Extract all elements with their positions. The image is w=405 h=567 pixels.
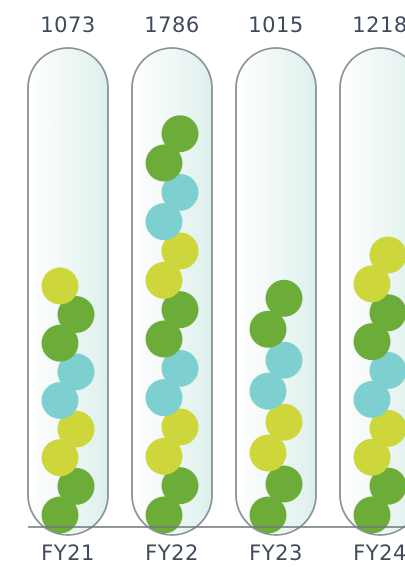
tube-edge <box>131 47 213 536</box>
bar-fy22-ball <box>145 261 183 299</box>
bar-fy21-ball <box>57 467 95 505</box>
tubes-layer <box>27 47 405 536</box>
x-tick-label-fy23: FY23 <box>249 541 303 565</box>
bar-fy23 <box>249 279 303 534</box>
bar-fy21-ball <box>41 267 79 305</box>
bar-fy21-ball <box>41 496 79 534</box>
bar-fy24-ball <box>369 236 405 274</box>
tube-fy24 <box>339 47 405 536</box>
bar-fy22-ball <box>145 496 183 534</box>
bar-fy22-ball <box>145 320 183 358</box>
bar-fy23-ball <box>265 341 303 379</box>
bar-fy22-ball <box>161 232 199 270</box>
bar-fy21-ball <box>41 381 79 419</box>
bar-fy21 <box>41 267 95 534</box>
bar-fy22-ball <box>161 408 199 446</box>
bar-fy22-ball <box>145 144 183 182</box>
bar-fy23-ball <box>265 279 303 317</box>
bar-fy22-ball <box>145 437 183 475</box>
bar-fy21-ball <box>41 439 79 477</box>
tube-edge <box>339 47 405 536</box>
tube-fy22 <box>131 47 213 536</box>
bar-fy24-ball <box>353 323 391 361</box>
bar-fy24-ball <box>369 352 405 390</box>
bar-fy23-ball <box>265 403 303 441</box>
bar-fy24-ball <box>353 265 391 303</box>
x-tick-label-fy22: FY22 <box>145 541 199 565</box>
bar-fy23-ball <box>249 496 287 534</box>
bar-fy23-ball <box>249 310 287 348</box>
bar-fy24-ball <box>369 409 405 447</box>
tube-fy23 <box>235 47 317 536</box>
bar-fy21-ball <box>41 324 79 362</box>
bar-fy24-ball <box>353 438 391 476</box>
bar-fy22-ball <box>161 115 199 153</box>
bar-fy23-ball <box>249 372 287 410</box>
data-label-fy24: 1218 <box>352 13 405 37</box>
bar-fy24-ball <box>369 467 405 505</box>
data-label-fy23: 1015 <box>248 13 303 37</box>
x-tick-label-fy24: FY24 <box>353 541 405 565</box>
bar-fy23-ball <box>265 465 303 503</box>
x-tick-label-fy21: FY21 <box>41 541 95 565</box>
labels-layer: 1073 FY21 1786 FY22 1015 FY23 1218 FY24 <box>40 13 405 565</box>
data-label-fy22: 1786 <box>144 13 199 37</box>
bar-fy22-ball <box>161 173 199 211</box>
tube-edge <box>235 47 317 536</box>
bar-fy22-ball <box>161 349 199 387</box>
bar-fy23-ball <box>249 434 287 472</box>
bar-fy22-ball <box>145 379 183 417</box>
tube-edge <box>27 47 109 536</box>
bar-fy21-ball <box>57 353 95 391</box>
bar-fy22-ball <box>161 291 199 329</box>
bar-fy21-ball <box>57 296 95 334</box>
bar-fy24-ball <box>353 380 391 418</box>
bar-fy21-ball <box>57 410 95 448</box>
data-label-fy21: 1073 <box>40 13 95 37</box>
bar-fy24 <box>353 236 405 534</box>
bar-fy22 <box>145 115 199 534</box>
bar-fy22-ball <box>145 203 183 241</box>
bar-fy22-ball <box>161 467 199 505</box>
bar-fy24-ball <box>369 294 405 332</box>
tube-fy21 <box>27 47 109 536</box>
bar-fy24-ball <box>353 496 391 534</box>
